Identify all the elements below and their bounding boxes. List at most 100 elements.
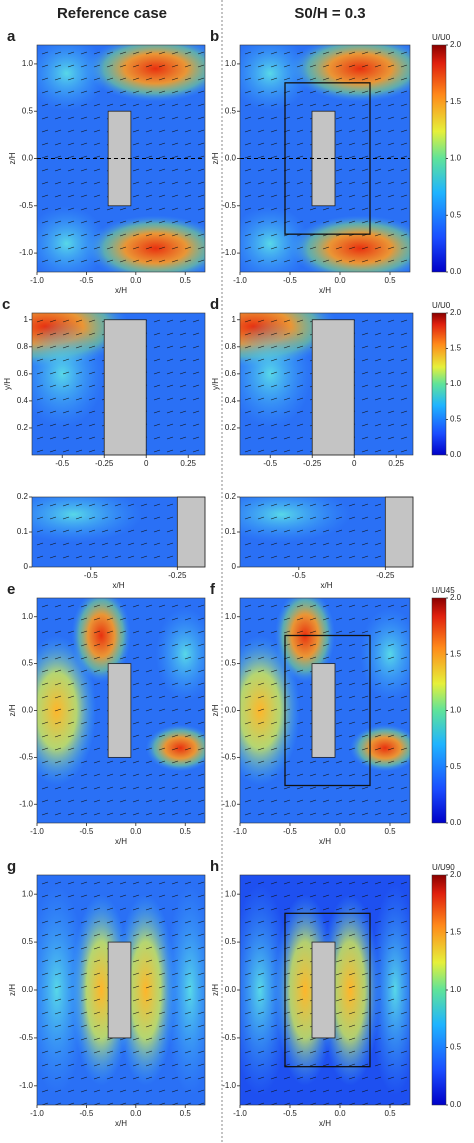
vector-arrow xyxy=(41,1050,49,1054)
vector-arrow xyxy=(197,1063,205,1067)
vector-arrow xyxy=(309,1089,317,1093)
y-tick-label: -1.0 xyxy=(222,1081,236,1090)
vector-arrow xyxy=(49,319,57,323)
vector-arrow xyxy=(67,1089,75,1093)
vector-arrow xyxy=(400,384,408,388)
vector-arrow xyxy=(192,384,200,388)
vector-arrow xyxy=(244,1024,252,1028)
vector-arrow xyxy=(270,103,278,107)
vector-arrow xyxy=(257,812,265,816)
vector-arrow xyxy=(80,220,88,224)
vector-arrow xyxy=(158,1063,166,1067)
vector-arrow xyxy=(335,1089,343,1093)
vector-arrow xyxy=(145,51,153,55)
vector-arrow xyxy=(171,959,179,963)
vector-arrow xyxy=(158,604,166,608)
vector-arrow xyxy=(270,747,278,751)
vector-arrow xyxy=(54,1076,62,1080)
vector-arrow xyxy=(145,1063,153,1067)
vector-arrow xyxy=(387,64,395,68)
vector-arrow xyxy=(62,358,70,362)
vector-arrow xyxy=(348,734,356,738)
vector-arrow xyxy=(166,345,174,349)
vector-arrow xyxy=(93,1063,101,1067)
vector-arrow xyxy=(80,933,88,937)
vector-arrow xyxy=(67,972,75,976)
vector-arrow xyxy=(296,604,304,608)
vector-arrow xyxy=(270,129,278,133)
vector-arrow xyxy=(132,1037,140,1041)
vector-arrow xyxy=(335,207,343,211)
vector-arrow xyxy=(132,786,140,790)
vector-arrow xyxy=(257,207,265,211)
vector-arrow xyxy=(335,129,343,133)
vector-arrow xyxy=(296,384,304,388)
vector-arrow xyxy=(270,220,278,224)
vector-arrow xyxy=(62,345,70,349)
vector-arrow xyxy=(41,773,49,777)
vector-arrow xyxy=(348,1076,356,1080)
y-axis-label: z/H xyxy=(8,152,17,164)
vector-arrow xyxy=(296,799,304,803)
vector-arrow xyxy=(361,1024,369,1028)
vector-arrow xyxy=(54,907,62,911)
vector-arrow xyxy=(348,259,356,263)
vector-arrow xyxy=(257,371,265,375)
panel-label: f xyxy=(210,581,216,598)
vector-arrow xyxy=(67,760,75,764)
vector-arrow xyxy=(49,423,57,427)
vector-arrow xyxy=(132,129,140,133)
vector-arrow xyxy=(93,721,101,725)
vector-arrow xyxy=(270,760,278,764)
vector-arrow xyxy=(400,64,408,68)
vector-arrow xyxy=(335,529,343,533)
colorbar-tick-label: 1.5 xyxy=(450,649,462,658)
vector-arrow xyxy=(335,630,343,634)
vector-arrow xyxy=(361,998,369,1002)
x-axis-label: x/H xyxy=(115,1119,127,1128)
vector-arrow xyxy=(283,51,291,55)
vector-arrow xyxy=(387,786,395,790)
colorbar-tick-label: 2.0 xyxy=(450,593,462,602)
vector-arrow xyxy=(361,959,369,963)
vector-arrow xyxy=(158,1024,166,1028)
field xyxy=(32,497,205,567)
obstacle xyxy=(107,110,132,207)
vector-arrow xyxy=(145,734,153,738)
vector-arrow xyxy=(387,371,395,375)
vector-arrow xyxy=(54,1063,62,1067)
vector-arrow xyxy=(158,734,166,738)
vector-arrow xyxy=(140,542,148,546)
vector-arrow xyxy=(400,894,408,898)
vector-arrow xyxy=(296,1037,304,1041)
vector-arrow xyxy=(93,168,101,172)
vector-arrow xyxy=(374,1076,382,1080)
vector-arrow xyxy=(374,246,382,250)
vector-arrow xyxy=(41,1063,49,1067)
vector-arrow xyxy=(171,142,179,146)
vector-arrow xyxy=(114,555,122,559)
vector-arrow xyxy=(283,812,291,816)
vector-arrow xyxy=(374,708,382,712)
vector-arrow xyxy=(387,246,395,250)
vector-arrow xyxy=(270,259,278,263)
vector-arrow xyxy=(54,604,62,608)
vector-arrow xyxy=(145,220,153,224)
vector-arrow xyxy=(36,358,44,362)
vector-arrow xyxy=(197,77,205,81)
vector-arrow xyxy=(166,516,174,520)
vector-arrow xyxy=(171,972,179,976)
vector-arrow xyxy=(244,799,252,803)
y-tick-label: -0.5 xyxy=(222,201,236,210)
vector-arrow xyxy=(270,617,278,621)
vector-arrow xyxy=(80,259,88,263)
vector-arrow xyxy=(145,933,153,937)
vector-arrow xyxy=(145,907,153,911)
vector-arrow xyxy=(132,207,140,211)
vector-arrow xyxy=(67,695,75,699)
vector-arrow xyxy=(283,397,291,401)
vector-arrow xyxy=(244,423,252,427)
vector-arrow xyxy=(184,194,192,198)
vector-arrow xyxy=(296,397,304,401)
vector-arrow xyxy=(179,449,187,453)
